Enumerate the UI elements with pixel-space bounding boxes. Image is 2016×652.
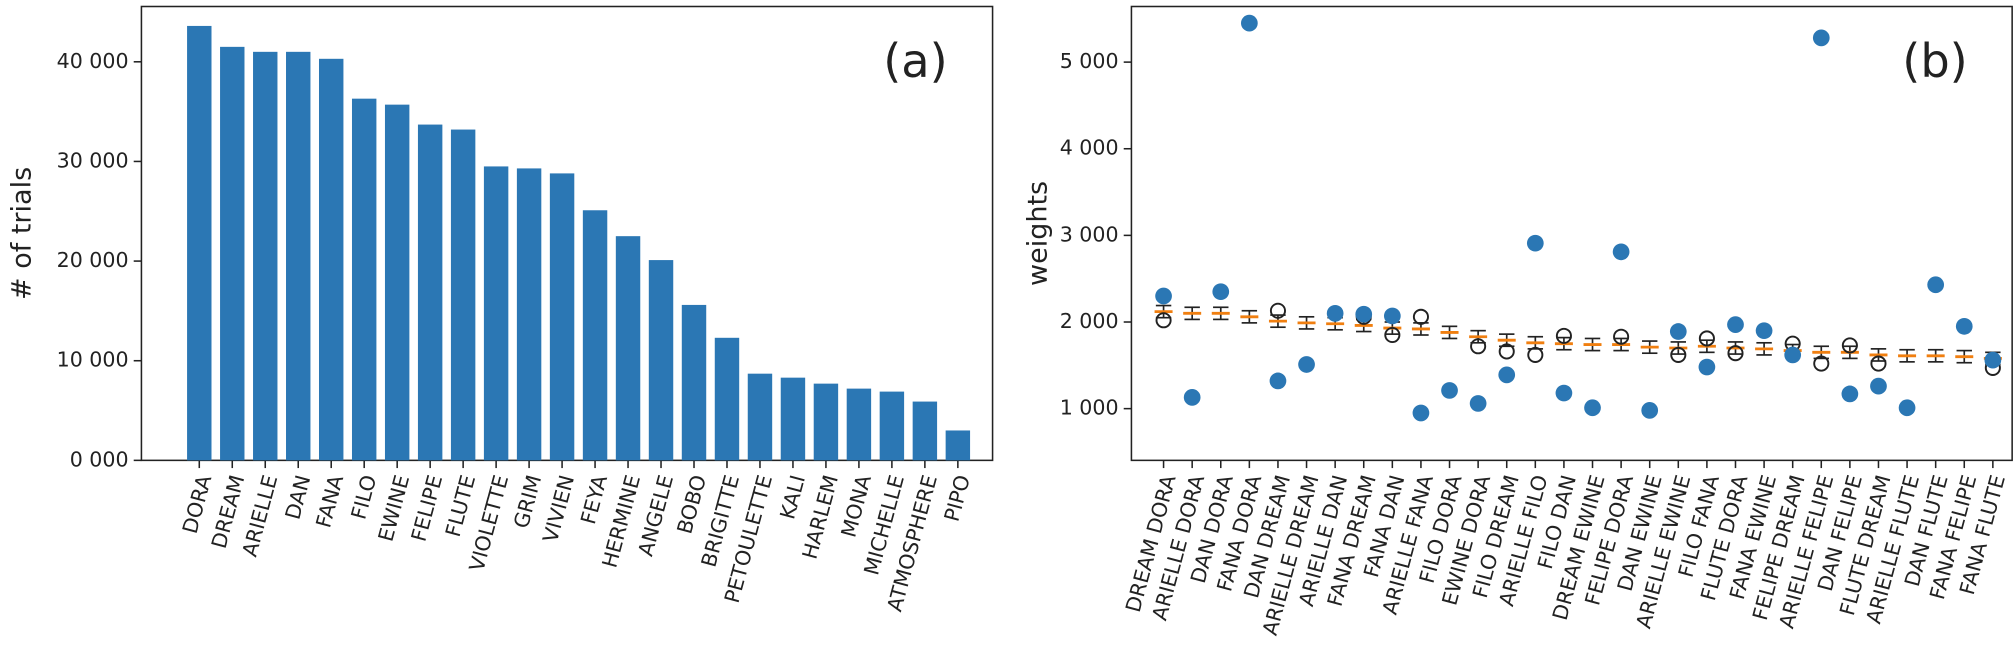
point <box>1812 29 1830 47</box>
annotation: (a) <box>883 34 947 88</box>
bar <box>912 401 938 461</box>
bar <box>351 98 377 461</box>
point <box>1870 377 1887 395</box>
bar <box>384 104 410 461</box>
y-tick-label: 20 000 <box>57 248 129 272</box>
bar <box>286 51 311 461</box>
x-tick-label: FILO <box>346 472 381 521</box>
y-tick-label: 10 000 <box>57 348 129 372</box>
bar <box>187 25 212 461</box>
x-tick-label: KALI <box>775 472 810 521</box>
point <box>1727 316 1744 333</box>
point <box>1326 304 1344 322</box>
hollow-point <box>1155 312 1172 329</box>
hollow-point <box>1870 355 1887 372</box>
bar <box>516 168 542 461</box>
y-axis-label: weights <box>1022 181 1053 286</box>
point <box>1526 234 1544 252</box>
point <box>1698 358 1716 376</box>
bar <box>253 51 278 461</box>
y-tick-label: 30 000 <box>57 148 129 172</box>
point <box>1584 399 1601 417</box>
y-tick-label: 2 000 <box>1060 309 1119 333</box>
y-axis-label: # of trials <box>7 167 38 300</box>
hollow-point <box>1670 346 1687 363</box>
point <box>1955 317 1973 335</box>
hollow-point <box>1727 345 1744 362</box>
bar <box>648 260 674 461</box>
y-tick-label: 3 000 <box>1060 222 1119 246</box>
x-tick-label: DAN <box>280 472 315 522</box>
point <box>1298 356 1315 373</box>
bar <box>879 391 905 461</box>
hollow-point <box>1470 338 1487 355</box>
y-tick-label: 4 000 <box>1060 136 1119 160</box>
bar <box>483 166 509 461</box>
bar <box>615 236 641 461</box>
hollow-point <box>1698 330 1715 347</box>
x-tick-label: FEYA <box>576 472 612 526</box>
bar <box>747 373 773 461</box>
point <box>1984 351 2002 369</box>
point <box>1383 307 1401 325</box>
bar <box>846 388 872 461</box>
bar <box>417 124 443 461</box>
point <box>1498 366 1516 384</box>
y-tick-label: 0 000 <box>70 447 129 471</box>
point <box>1441 382 1458 399</box>
bar <box>945 430 971 461</box>
point <box>1469 395 1487 412</box>
point <box>1755 322 1773 340</box>
y-tick-label: 1 000 <box>1060 396 1119 420</box>
point <box>1669 323 1687 340</box>
point <box>1241 14 1258 32</box>
plot-frame <box>1130 5 2013 462</box>
y-tick-label: 40 000 <box>57 49 129 73</box>
hollow-point <box>1613 328 1630 345</box>
point <box>1155 287 1172 305</box>
hollow-point <box>1555 327 1572 344</box>
hollow-point <box>1498 343 1515 360</box>
hollow-point <box>1813 355 1830 372</box>
x-tick-label: FANA <box>311 472 348 530</box>
point <box>1212 283 1230 301</box>
annotation: (b) <box>1902 34 1967 88</box>
point <box>1784 346 1802 364</box>
point <box>1641 402 1659 419</box>
point <box>1841 385 1859 403</box>
hollow-point <box>1269 302 1286 319</box>
bar <box>582 210 608 461</box>
y-tick-label: 5 000 <box>1060 49 1119 73</box>
bar <box>549 173 575 461</box>
hollow-point <box>1527 346 1544 363</box>
hollow-point <box>1384 326 1401 344</box>
point <box>1898 399 1916 417</box>
point <box>1355 305 1373 323</box>
point <box>1183 389 1201 406</box>
bar <box>318 58 344 461</box>
bar <box>681 304 707 461</box>
bar <box>220 46 245 461</box>
x-tick-label: GRIM <box>509 472 546 530</box>
hollow-point <box>1412 308 1429 325</box>
x-tick-label: PIPO <box>940 472 975 524</box>
point <box>1612 243 1630 261</box>
bar <box>450 129 476 461</box>
bar <box>813 383 839 461</box>
hollow-point <box>1841 337 1858 354</box>
point <box>1927 276 1945 294</box>
bar <box>714 337 740 461</box>
point <box>1555 384 1573 402</box>
point <box>1412 404 1430 422</box>
point <box>1269 372 1287 390</box>
bar <box>780 377 806 461</box>
